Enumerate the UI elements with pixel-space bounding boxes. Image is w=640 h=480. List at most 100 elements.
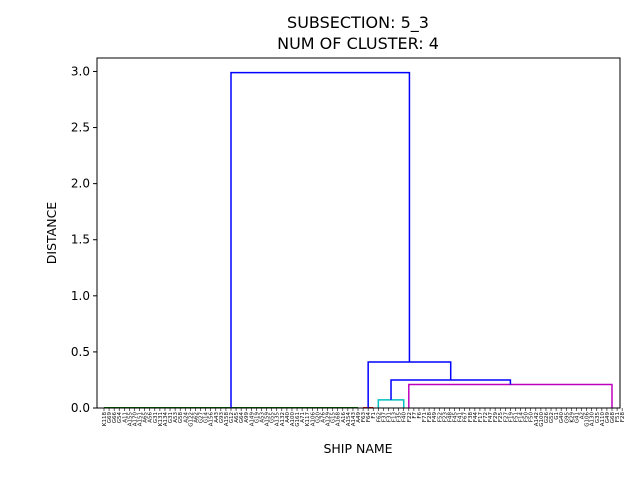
y-tick-label: 3.0	[71, 64, 90, 78]
leaf-label: G41	[574, 412, 580, 423]
leaf-label: G55	[270, 412, 276, 424]
leaf-label: G12	[229, 412, 235, 423]
leaf-label: F37	[381, 412, 387, 423]
leaf-label: A130	[590, 412, 596, 427]
y-axis-label: DISTANCE	[44, 202, 59, 265]
leaf-label: A53	[259, 412, 265, 423]
leaf-label: F64	[366, 412, 372, 423]
leaf-label: G40	[559, 412, 565, 424]
plot-frame	[96, 57, 621, 409]
leaf-label: G26	[544, 412, 550, 424]
leaf-label: F1	[371, 412, 377, 419]
leaf-label: G14	[204, 412, 210, 424]
leaf-label: A106	[310, 412, 316, 427]
leaf-label: A53	[173, 412, 179, 423]
chart-title-line2: NUM OF CLUSTER: 4	[277, 34, 439, 53]
leaf-label: G19	[254, 412, 260, 424]
leaf-label: A168	[336, 412, 342, 427]
cluster-2-merge	[377, 399, 405, 408]
leaf-label: G1	[554, 412, 560, 420]
leaf-label: F35	[397, 412, 403, 423]
leaf-label: G49	[605, 412, 611, 424]
leaf-label: A134	[163, 412, 169, 427]
leaf-label: A2	[580, 412, 586, 419]
leaf-label: G15	[331, 412, 337, 424]
leaf-label: F31	[386, 412, 392, 422]
leaf-label: F17	[478, 412, 484, 423]
leaf-label: A65	[234, 412, 240, 423]
leaf-label: G106	[585, 412, 591, 427]
leaf-label: F51	[615, 412, 621, 422]
leaf-label: A156	[209, 412, 215, 427]
leaf-label: A40	[285, 412, 291, 423]
leaf-label: G27	[199, 412, 205, 424]
leaf-label: A49	[356, 412, 362, 423]
leaf-label: F44	[473, 412, 479, 423]
leaf-label: A24	[183, 412, 189, 423]
leaf-label: F27	[503, 412, 509, 423]
leaf-label: A99	[244, 412, 250, 423]
leaf-label: F6	[417, 412, 423, 419]
leaf-label: G20	[315, 412, 321, 424]
y-tick-label: 2.0	[71, 177, 90, 191]
leaf-label: F63	[361, 412, 367, 423]
leaf-label: G66	[112, 412, 118, 424]
leaf-label: G54	[117, 412, 123, 424]
link-2	[230, 71, 411, 408]
leaf-label: F28	[427, 412, 433, 423]
leaf-label: F28	[620, 412, 626, 423]
leaf-label: G58	[178, 412, 184, 424]
chart-title-line1: SUBSECTION: 5_3	[287, 13, 429, 33]
leaf-label: A110	[600, 412, 606, 427]
leaf-label: G69	[107, 412, 113, 424]
y-tick-label: 1.5	[71, 233, 90, 247]
leaf-label: F45	[453, 412, 459, 423]
leaf-label: A129	[326, 412, 332, 427]
leaf-label: F19	[508, 412, 514, 423]
leaf-label: F7	[412, 412, 418, 419]
leaf-label: F52	[437, 412, 443, 422]
leaf-label: K117	[305, 412, 311, 427]
x-axis-label: SHIP NAME	[323, 441, 392, 456]
leaf-label: A16	[341, 412, 347, 423]
leaf-label: F14	[519, 412, 525, 423]
leaf-label: G100	[539, 412, 545, 427]
leaf-label: F72	[483, 412, 489, 422]
leaf-label: A43	[214, 412, 220, 423]
leaf-label: A149	[249, 412, 255, 427]
leaf-label: A11	[122, 412, 128, 423]
leaf-label: G122	[188, 412, 194, 427]
leaf-label: A71	[300, 412, 306, 423]
leaf-label: G31	[168, 412, 174, 423]
cluster-3-merge	[408, 383, 613, 408]
leaf-label: G31	[153, 412, 159, 423]
leaf-label: A159	[265, 412, 271, 427]
leaf-label: F23	[442, 412, 448, 423]
leaf-label: A154	[346, 412, 352, 427]
leaf-label: A135	[275, 412, 281, 427]
y-axis: 0.0 0.5 1.0 1.5 2.0 2.5 3.0	[71, 64, 97, 415]
leaf-label: A143	[351, 412, 357, 427]
leaf-label: F62	[376, 412, 382, 422]
leaf-label: F40	[402, 412, 408, 423]
leaf-label: G52	[549, 412, 555, 423]
leaf-label: G35	[595, 412, 601, 424]
leaf-label: A142	[534, 412, 540, 426]
leaf-label: G64	[239, 412, 245, 424]
leaf-label: G68	[610, 412, 616, 424]
leaf-label: A155	[127, 412, 133, 427]
y-tick-label: 1.0	[71, 289, 90, 303]
leaf-label: F67	[463, 412, 469, 423]
leaf-label: F48	[447, 412, 453, 423]
leaf-label: G93	[219, 412, 225, 424]
plot-area	[104, 71, 613, 409]
leaf-label: F25	[498, 412, 504, 423]
leaf-label: A158	[224, 412, 230, 427]
leaf-label: F71	[422, 412, 428, 422]
leaf-label: A76	[320, 412, 326, 423]
leaf-label: A65	[143, 412, 149, 423]
leaf-label: A56	[148, 412, 154, 423]
leaf-label: A132	[280, 412, 286, 426]
y-tick-label: 2.5	[71, 121, 90, 135]
